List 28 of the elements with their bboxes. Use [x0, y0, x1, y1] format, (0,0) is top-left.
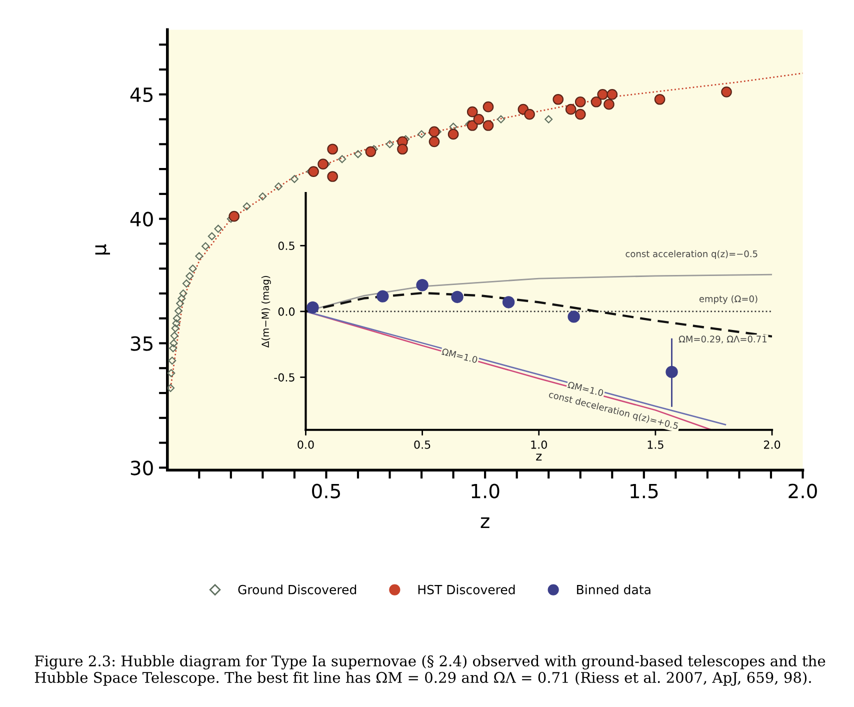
x-tick-label: 1.0 — [531, 440, 547, 449]
x-tick-label: 2.0 — [788, 484, 817, 498]
annotation: ΩM=0.29, ΩΛ=0.71 — [678, 336, 767, 344]
x-tick-label: 0.0 — [298, 440, 314, 449]
legend-label: Binned data — [577, 584, 650, 594]
x-tick-label: 1.0 — [472, 484, 500, 498]
x-tick-label: 1.5 — [648, 440, 664, 449]
x-axis-title: z — [536, 454, 542, 461]
x-tick-label: 0.5 — [414, 440, 430, 449]
caption: Figure 2.3: Hubble diagram for Type Ia supernovae (§ 2.4) observed with ground-based telescopes and the Hubble Space Telescope. The best fit line has ΩM = 0.29 and ΩΛ = 0.71 (Riess et al. 2007, ApJ, 659, 98). — [34, 655, 826, 686]
x-tick-label: 1.5 — [630, 484, 658, 498]
y-tick-label: -0.5 — [274, 373, 294, 382]
y-tick-label: 30 — [130, 460, 153, 476]
y-axis-title: μ — [95, 244, 110, 254]
legend-label: Ground Discovered — [238, 584, 356, 594]
y-tick-label: 35 — [130, 336, 152, 351]
legend-label: HST Discovered — [418, 584, 515, 594]
y-tick-label: 0.5 — [278, 242, 294, 250]
x-tick-label: 2.0 — [764, 440, 780, 449]
annotation: const acceleration q(z)=−0.5 — [626, 250, 758, 259]
y-tick-label: 45 — [130, 88, 152, 102]
y-tick-label: 40 — [130, 212, 153, 226]
x-tick-label: 0.5 — [312, 484, 340, 498]
annotation: empty (Ω=0) — [699, 295, 758, 304]
y-axis-title: Δ(m−M) (mag) — [261, 276, 271, 348]
y-tick-label: 0.0 — [278, 307, 295, 316]
annotation: ΩM=1.0 — [442, 348, 478, 364]
x-axis-title: z — [480, 517, 490, 528]
